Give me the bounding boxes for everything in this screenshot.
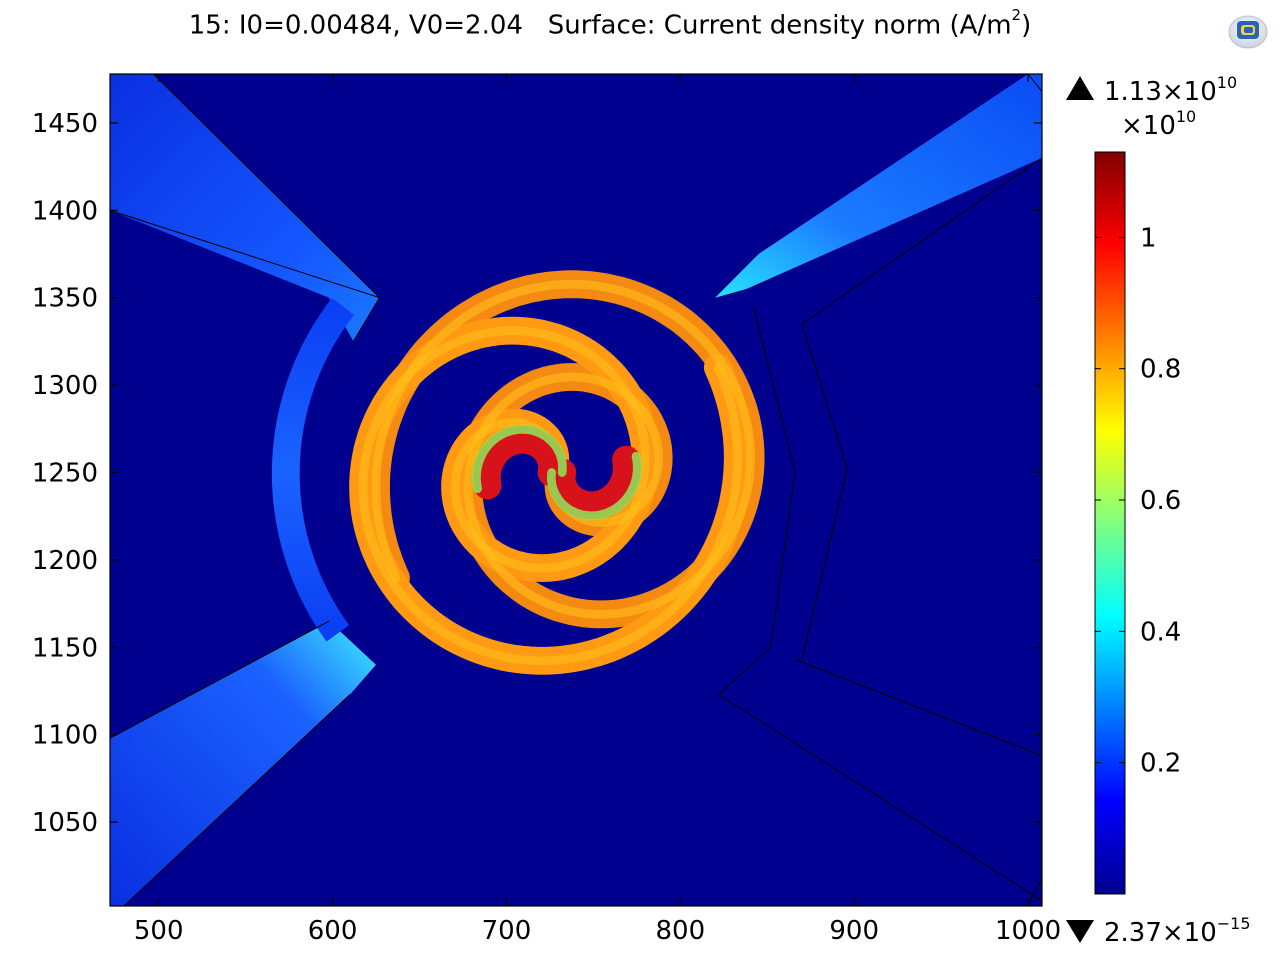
outer-ring-segment [271, 297, 354, 642]
spiral-core-1-edge [546, 451, 642, 521]
y-tick-label: 1400 [32, 196, 98, 226]
plot-frame [109, 73, 1043, 907]
lead-upper-left [110, 74, 380, 342]
colorbar-min-label: 2.37×10−15 [1104, 914, 1251, 948]
x-tick-label: 700 [482, 916, 532, 946]
title-unit-exponent: 2 [1011, 6, 1022, 24]
domain-boundary [110, 620, 330, 739]
y-tick-label: 1300 [32, 371, 98, 401]
colorbar-tick-label: 0.4 [1140, 617, 1181, 647]
spiral-core-2-edge [472, 424, 567, 494]
y-tick-label: 1450 [32, 109, 98, 139]
x-tick-label: 900 [829, 916, 879, 946]
colorbar [1094, 151, 1126, 895]
colorbar-ticks: 0.2 0.4 0.6 0.8 1 [1095, 223, 1181, 779]
domain-boundary [801, 157, 1042, 325]
colorbar-tick-label: 0.2 [1140, 749, 1181, 779]
y-tick-label: 1100 [32, 721, 98, 751]
colorbar-max-label: 1.13×1010 [1104, 73, 1237, 107]
domain-boundary [718, 306, 796, 695]
spiral-core-1 [547, 445, 641, 520]
domain-boundary [718, 694, 1042, 902]
x-tick-label: 1000 [995, 916, 1061, 946]
y-tick-label: 1350 [32, 284, 98, 314]
y-tick-label: 1050 [32, 808, 98, 838]
domain-boundary [801, 323, 848, 660]
y-tick-label: 1250 [32, 459, 98, 489]
domain-boundary [1027, 74, 1042, 92]
title-prefix: 15: I0=0.00484, V0=2.04 [188, 10, 523, 41]
domain-boundary [153, 74, 380, 299]
max-triangle-icon [1066, 76, 1094, 100]
spiral-core-2 [472, 425, 567, 500]
lead-upper-right [715, 74, 1042, 298]
spiral-arm-2-highlight [358, 326, 743, 666]
colorbar-tick-label: 1 [1140, 223, 1157, 253]
heatmap-geometry [110, 74, 1042, 906]
colorbar-multiplier: ×1010 [1121, 107, 1196, 141]
domain-boundary [123, 694, 351, 906]
comsol-logo-icon [1228, 15, 1268, 49]
x-axis: 500 600 700 800 900 1000 [134, 74, 1061, 946]
y-axis: 1050 1100 1150 1200 1250 1300 1350 1400 1450 [32, 109, 1042, 838]
x-tick-label: 800 [656, 916, 706, 946]
x-tick-label: 600 [308, 916, 358, 946]
domain-boundary [1027, 877, 1042, 906]
title-close: ) [1021, 10, 1032, 41]
domain-boundary [794, 659, 1042, 757]
x-tick-label: 500 [134, 916, 184, 946]
colorbar-tick-label: 0.8 [1140, 355, 1181, 385]
min-triangle-icon [1066, 920, 1094, 943]
spiral-arm-1-highlight [371, 279, 755, 619]
colorbar-tick-label: 0.6 [1140, 486, 1181, 516]
lead-lower-left [110, 621, 376, 906]
chart-title: 15: I0=0.00484, V0=2.04 Surface: Current… [0, 6, 1220, 41]
y-tick-label: 1150 [32, 633, 98, 663]
y-tick-label: 1200 [32, 546, 98, 576]
title-surface: Surface: Current density norm (A/m [547, 10, 1012, 41]
